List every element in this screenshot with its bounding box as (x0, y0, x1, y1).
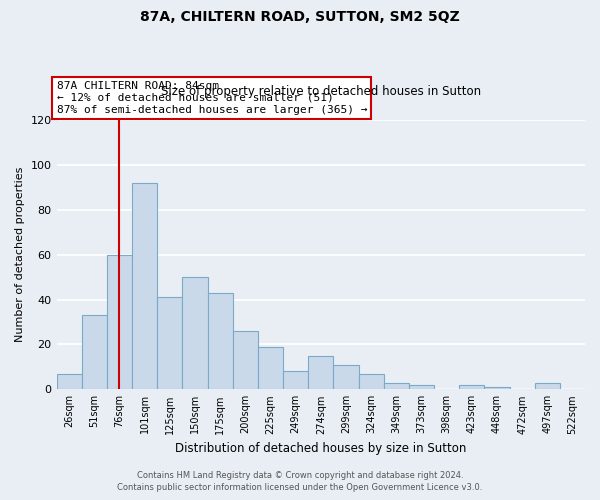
Text: Contains HM Land Registry data © Crown copyright and database right 2024.
Contai: Contains HM Land Registry data © Crown c… (118, 471, 482, 492)
Bar (334, 364, 359, 390)
Bar (459, 385, 484, 390)
Bar (258, 346, 283, 390)
Bar (233, 331, 258, 390)
Bar (359, 374, 383, 390)
Bar (157, 298, 182, 390)
Bar (409, 385, 434, 390)
Text: 87A, CHILTERN ROAD, SUTTON, SM2 5QZ: 87A, CHILTERN ROAD, SUTTON, SM2 5QZ (140, 10, 460, 24)
Bar (283, 372, 308, 390)
Bar (132, 183, 157, 390)
Bar (82, 315, 107, 390)
Bar (107, 254, 132, 390)
Title: Size of property relative to detached houses in Sutton: Size of property relative to detached ho… (161, 85, 481, 98)
Bar (56, 374, 82, 390)
Bar (182, 277, 208, 390)
Bar (484, 387, 509, 390)
X-axis label: Distribution of detached houses by size in Sutton: Distribution of detached houses by size … (175, 442, 466, 455)
Bar (208, 293, 233, 390)
Y-axis label: Number of detached properties: Number of detached properties (15, 167, 25, 342)
Bar (383, 382, 409, 390)
Bar (308, 356, 334, 390)
Bar (535, 382, 560, 390)
Text: 87A CHILTERN ROAD: 84sqm
← 12% of detached houses are smaller (51)
87% of semi-d: 87A CHILTERN ROAD: 84sqm ← 12% of detach… (56, 82, 367, 114)
